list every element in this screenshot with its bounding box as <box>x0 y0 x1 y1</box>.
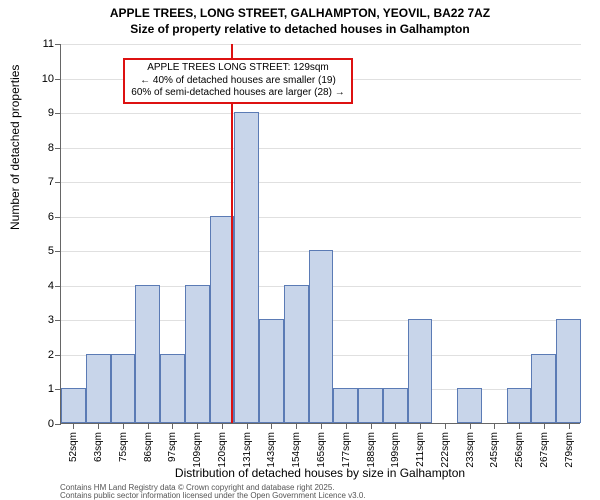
ytick-mark <box>55 113 61 114</box>
bar <box>185 285 210 423</box>
xtick-mark <box>148 423 149 429</box>
ytick-label: 5 <box>20 245 54 257</box>
xtick-mark <box>172 423 173 429</box>
x-axis-label: Distribution of detached houses by size … <box>60 466 580 480</box>
ytick-label: 2 <box>20 349 54 361</box>
ytick-label: 7 <box>20 176 54 188</box>
ytick-mark <box>55 320 61 321</box>
annotation-line3: 60% of semi-detached houses are larger (… <box>129 87 347 100</box>
xtick-mark <box>197 423 198 429</box>
xtick-mark <box>445 423 446 429</box>
ytick-mark <box>55 182 61 183</box>
chart-title-line1: APPLE TREES, LONG STREET, GALHAMPTON, YE… <box>0 6 600 20</box>
chart-credits: Contains HM Land Registry data © Crown c… <box>60 484 366 500</box>
ytick-label: 8 <box>20 142 54 154</box>
credits-line2: Contains public sector information licen… <box>60 491 366 500</box>
xtick-mark <box>346 423 347 429</box>
bar <box>111 354 136 423</box>
ytick-label: 10 <box>20 73 54 85</box>
ytick-mark <box>55 217 61 218</box>
ytick-mark <box>55 148 61 149</box>
ytick-label: 1 <box>20 383 54 395</box>
root: APPLE TREES, LONG STREET, GALHAMPTON, YE… <box>0 0 600 500</box>
bar <box>309 250 334 423</box>
ytick-label: 11 <box>20 38 54 50</box>
xtick-mark <box>296 423 297 429</box>
xtick-mark <box>519 423 520 429</box>
xtick-mark <box>470 423 471 429</box>
annotation-line2: ← 40% of detached houses are smaller (19… <box>129 75 347 88</box>
xtick-mark <box>371 423 372 429</box>
bar <box>457 388 482 423</box>
bar <box>86 354 111 423</box>
bar <box>284 285 309 423</box>
bar <box>234 112 259 423</box>
bar <box>556 319 581 423</box>
bar <box>259 319 284 423</box>
xtick-mark <box>247 423 248 429</box>
ytick-mark <box>55 79 61 80</box>
xtick-mark <box>271 423 272 429</box>
chart-title-line2: Size of property relative to detached ho… <box>0 22 600 36</box>
xtick-mark <box>73 423 74 429</box>
bar <box>333 388 358 423</box>
xtick-mark <box>420 423 421 429</box>
xtick-mark <box>321 423 322 429</box>
annotation-line1: APPLE TREES LONG STREET: 129sqm <box>129 62 347 75</box>
xtick-mark <box>123 423 124 429</box>
gridline <box>61 148 581 149</box>
ytick-mark <box>55 286 61 287</box>
ytick-label: 3 <box>20 314 54 326</box>
gridline <box>61 44 581 45</box>
ytick-label: 0 <box>20 418 54 430</box>
gridline <box>61 113 581 114</box>
plot-area: 0123456789101152sqm63sqm75sqm86sqm97sqm1… <box>60 44 580 424</box>
xtick-mark <box>98 423 99 429</box>
bar <box>531 354 556 423</box>
ytick-label: 6 <box>20 211 54 223</box>
bar <box>358 388 383 423</box>
gridline <box>61 217 581 218</box>
ytick-mark <box>55 251 61 252</box>
bar <box>61 388 86 423</box>
bar <box>507 388 532 423</box>
xtick-mark <box>222 423 223 429</box>
xtick-mark <box>395 423 396 429</box>
bar <box>160 354 185 423</box>
gridline <box>61 182 581 183</box>
ytick-mark <box>55 44 61 45</box>
annotation-box: APPLE TREES LONG STREET: 129sqm← 40% of … <box>123 58 353 104</box>
ytick-mark <box>55 355 61 356</box>
bar <box>408 319 433 423</box>
xtick-mark <box>569 423 570 429</box>
ytick-label: 4 <box>20 280 54 292</box>
bar <box>135 285 160 423</box>
xtick-mark <box>494 423 495 429</box>
xtick-mark <box>544 423 545 429</box>
bar <box>383 388 408 423</box>
ytick-mark <box>55 424 61 425</box>
ytick-label: 9 <box>20 107 54 119</box>
